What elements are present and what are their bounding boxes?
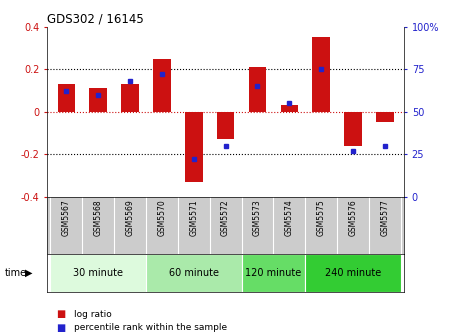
Bar	[185, 112, 202, 182]
Text: GSM5577: GSM5577	[380, 200, 389, 236]
Bar	[146, 254, 242, 292]
Text: GDS302 / 16145: GDS302 / 16145	[47, 13, 144, 26]
Bar	[344, 112, 362, 146]
Text: 240 minute: 240 minute	[325, 268, 381, 278]
Text: GSM5576: GSM5576	[348, 200, 357, 236]
Text: GSM5574: GSM5574	[285, 200, 294, 236]
Text: ▶: ▶	[25, 268, 32, 278]
Bar	[305, 254, 401, 292]
Bar	[217, 112, 234, 139]
Bar	[57, 84, 75, 112]
Text: GSM5569: GSM5569	[126, 200, 135, 236]
Text: time: time	[4, 268, 26, 278]
Bar	[313, 38, 330, 112]
Text: GSM5572: GSM5572	[221, 200, 230, 236]
Bar	[242, 254, 305, 292]
Bar	[89, 88, 107, 112]
Text: ■: ■	[56, 323, 66, 333]
Text: 30 minute: 30 minute	[73, 268, 123, 278]
Text: 60 minute: 60 minute	[169, 268, 219, 278]
Bar	[376, 112, 394, 122]
Bar	[249, 67, 266, 112]
Text: GSM5570: GSM5570	[158, 200, 167, 236]
Bar	[281, 106, 298, 112]
Bar	[50, 254, 146, 292]
Text: GSM5575: GSM5575	[317, 200, 326, 236]
Text: 120 minute: 120 minute	[245, 268, 302, 278]
Bar	[121, 84, 139, 112]
Text: GSM5568: GSM5568	[94, 200, 103, 236]
Text: GSM5567: GSM5567	[62, 200, 71, 236]
Text: log ratio: log ratio	[74, 310, 112, 319]
Text: GSM5571: GSM5571	[189, 200, 198, 236]
Text: ■: ■	[56, 309, 66, 319]
Text: GSM5573: GSM5573	[253, 200, 262, 236]
Text: percentile rank within the sample: percentile rank within the sample	[74, 323, 227, 332]
Bar	[153, 59, 171, 112]
